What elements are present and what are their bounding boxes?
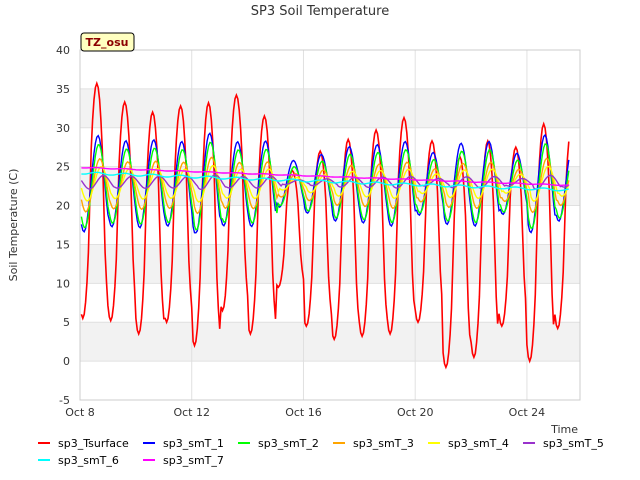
series-line-sp3_smT_7 <box>81 166 569 187</box>
x-tick-label: Oct 20 <box>397 406 434 419</box>
y-tick-label: 0 <box>63 355 70 368</box>
tz-badge-box <box>80 32 135 52</box>
y-tick-label: 40 <box>56 44 70 57</box>
plot-frame <box>79 49 581 401</box>
legend-label-sp3_smT_1: sp3_smT_1 <box>163 437 224 450</box>
legend: sp3_Tsurface sp3_smT_1 sp3_smT_2 sp3_smT_3 s… <box>38 437 604 467</box>
y-tick-label: 30 <box>56 122 70 135</box>
legend-label-sp3_smT_2: sp3_smT_2 <box>258 437 319 450</box>
y-axis-label: Soil Temperature (C) <box>7 169 20 282</box>
tz-badge-label: TZ_osu <box>86 36 129 49</box>
x-axis-label: Time <box>550 423 578 436</box>
series-line-sp3_smT_2 <box>80 141 570 231</box>
x-tick-label: Oct 8 <box>65 406 95 419</box>
plot-band <box>80 127 580 167</box>
plot-band <box>80 361 580 400</box>
y-tick-label: 5 <box>63 316 70 329</box>
y-tick-label: 20 <box>56 200 70 213</box>
series-lines <box>80 80 570 370</box>
legend-label-sp3_Tsurface: sp3_Tsurface <box>58 437 129 450</box>
tz-badge: TZ_osu <box>80 32 135 52</box>
x-tick-labels: Oct 8 Oct 12 Oct 16 Oct 20 Oct 24 <box>65 406 545 419</box>
series-line-sp3_smT_4 <box>80 164 570 203</box>
y-tick-labels: -5 0 5 10 15 20 25 30 35 40 <box>56 44 70 407</box>
legend-label-sp3_smT_7: sp3_smT_7 <box>163 454 224 467</box>
y-tick-label: 35 <box>56 83 70 96</box>
legend-label-sp3_smT_4: sp3_smT_4 <box>448 437 509 450</box>
y-tick-label: -5 <box>59 394 70 407</box>
x-tick-label: Oct 16 <box>285 406 322 419</box>
plot-band <box>80 50 580 89</box>
chart-title: SP3 Soil Temperature <box>251 4 389 19</box>
x-tick-label: Oct 24 <box>509 406 546 419</box>
series-line-sp3_Tsurface <box>80 80 570 370</box>
plot-band <box>80 88 580 128</box>
plot-background <box>80 50 580 400</box>
legend-label-sp3_smT_6: sp3_smT_6 <box>58 454 119 467</box>
series-line-sp3_smT_3 <box>80 156 570 215</box>
x-tick-label: Oct 12 <box>173 406 210 419</box>
legend-label-sp3_smT_5: sp3_smT_5 <box>543 437 604 450</box>
y-tick-label: 15 <box>56 238 70 251</box>
y-tick-label: 25 <box>56 161 70 174</box>
series-line-sp3_smT_6 <box>81 171 569 192</box>
legend-label-sp3_smT_3: sp3_smT_3 <box>353 437 414 450</box>
plot-band <box>80 244 580 284</box>
y-tick-label: 10 <box>56 277 70 290</box>
plot-band <box>80 322 580 362</box>
